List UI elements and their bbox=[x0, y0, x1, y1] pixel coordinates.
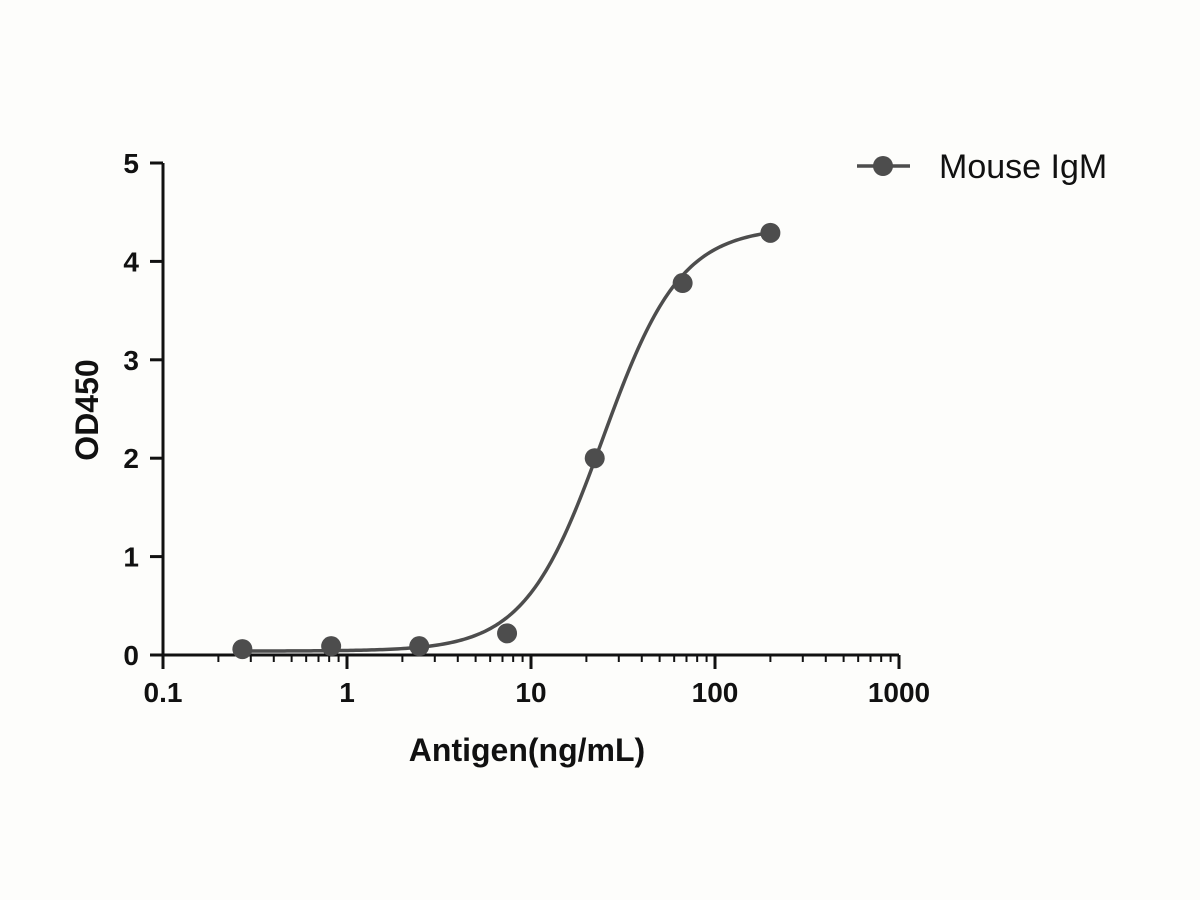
y-axis-title: OD450 bbox=[69, 359, 105, 460]
data-point bbox=[497, 623, 518, 644]
y-tick-label: 2 bbox=[123, 443, 139, 474]
y-tick-label: 4 bbox=[123, 246, 139, 277]
x-axis-title: Antigen(ng/mL) bbox=[409, 732, 645, 768]
x-tick-label: 0.1 bbox=[144, 677, 183, 708]
y-tick-label: 5 bbox=[123, 148, 139, 179]
axes bbox=[161, 163, 899, 657]
ticks bbox=[150, 161, 901, 669]
data-point bbox=[584, 448, 605, 469]
y-tick-label: 0 bbox=[123, 640, 139, 671]
x-tick-label: 10 bbox=[515, 677, 546, 708]
legend-marker-icon bbox=[873, 156, 893, 176]
tick-labels: 0 1 2 3 4 5 0.1 1 10 100 1000 bbox=[123, 148, 930, 708]
data-point bbox=[232, 639, 253, 660]
fit-curve bbox=[242, 230, 771, 653]
legend: Mouse IgM bbox=[857, 148, 1107, 186]
data-point bbox=[672, 273, 693, 294]
legend-label: Mouse IgM bbox=[939, 148, 1107, 186]
y-tick-label: 1 bbox=[123, 542, 139, 573]
data-points bbox=[232, 222, 781, 660]
x-tick-label: 100 bbox=[692, 677, 739, 708]
x-tick-label: 1 bbox=[339, 677, 355, 708]
data-point bbox=[321, 636, 342, 657]
data-point bbox=[760, 222, 781, 243]
y-tick-label: 3 bbox=[123, 345, 139, 376]
x-tick-label: 1000 bbox=[868, 677, 930, 708]
data-point bbox=[409, 636, 430, 657]
